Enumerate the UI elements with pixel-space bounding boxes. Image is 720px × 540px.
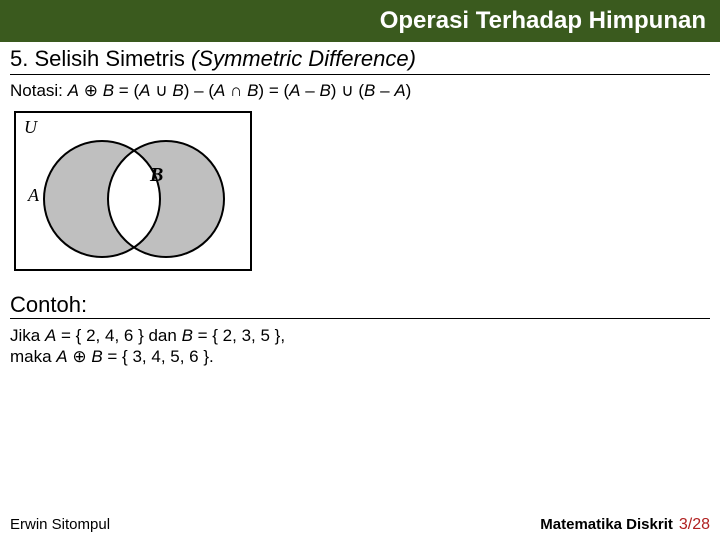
p3b: B bbox=[319, 81, 330, 100]
union2-icon: ∪ bbox=[341, 81, 353, 100]
svg-text:B: B bbox=[149, 164, 163, 186]
example-body: Jika A = { 2, 4, 6 } dan B = { 2, 3, 5 }… bbox=[10, 325, 710, 368]
p4b: A bbox=[394, 81, 405, 100]
ex-setB: = { 2, 3, 5 }, bbox=[193, 326, 285, 345]
section-name-en: (Symmetric Difference) bbox=[191, 46, 416, 71]
p4a: B bbox=[364, 81, 375, 100]
svg-text:U: U bbox=[24, 117, 38, 137]
p2a: A bbox=[214, 81, 225, 100]
slide-content: 5. Selisih Simetris (Symmetric Differenc… bbox=[0, 42, 720, 368]
p2b: B bbox=[247, 81, 258, 100]
p1c: ) bbox=[184, 81, 190, 100]
eq2: = bbox=[269, 81, 279, 100]
example-heading: Contoh: bbox=[10, 292, 710, 318]
notation-line: Notasi: A ⊕ B = (A ∪ B) – (A ∩ B) = (A –… bbox=[10, 81, 710, 101]
p4c: ) bbox=[406, 81, 412, 100]
slide-header: Operasi Terhadap Himpunan bbox=[0, 0, 720, 42]
ex-result: = { 3, 4, 5, 6 }. bbox=[103, 347, 214, 366]
ex-A: A bbox=[45, 326, 56, 345]
ex-B: B bbox=[182, 326, 193, 345]
svg-text:A: A bbox=[27, 185, 40, 205]
ex-A2: A bbox=[56, 347, 67, 366]
section-heading: 5. Selisih Simetris (Symmetric Differenc… bbox=[10, 46, 710, 72]
ex-pre1: Jika bbox=[10, 326, 45, 345]
footer-right: Matematika Diskrit 3/28 bbox=[540, 516, 710, 534]
minus1: – bbox=[194, 81, 203, 100]
slide-footer: Erwin Sitompul Matematika Diskrit 3/28 bbox=[0, 516, 720, 534]
slide-title: Operasi Terhadap Himpunan bbox=[380, 7, 706, 35]
eq1: = bbox=[119, 81, 129, 100]
oplus-icon: ⊕ bbox=[84, 81, 98, 100]
ex-op: ⊕ bbox=[68, 347, 92, 366]
ex-setA: = { 2, 4, 6 } dan bbox=[56, 326, 181, 345]
ex-B2: B bbox=[91, 347, 102, 366]
footer-author: Erwin Sitompul bbox=[10, 516, 110, 533]
intersect-icon: ∩ bbox=[230, 81, 242, 100]
notation-B: B bbox=[103, 81, 114, 100]
p3c: ) bbox=[331, 81, 337, 100]
section-number: 5. bbox=[10, 46, 28, 71]
notation-label: Notasi: bbox=[10, 81, 63, 100]
section-name-id: Selisih Simetris bbox=[34, 46, 184, 71]
notation-A: A bbox=[68, 81, 79, 100]
minus3: – bbox=[380, 81, 389, 100]
venn-svg: U A B bbox=[14, 111, 254, 273]
ex-pre2: maka bbox=[10, 347, 56, 366]
p1b: B bbox=[172, 81, 183, 100]
union-icon: ∪ bbox=[155, 81, 167, 100]
footer-course: Matematika Diskrit bbox=[540, 516, 673, 533]
p3a: A bbox=[289, 81, 300, 100]
p1a: A bbox=[139, 81, 150, 100]
venn-diagram: U A B bbox=[14, 111, 710, 278]
minus2: – bbox=[305, 81, 314, 100]
divider bbox=[10, 74, 710, 75]
divider-2 bbox=[10, 318, 710, 319]
footer-page: 3/28 bbox=[679, 516, 710, 534]
p2c: ) bbox=[258, 81, 264, 100]
